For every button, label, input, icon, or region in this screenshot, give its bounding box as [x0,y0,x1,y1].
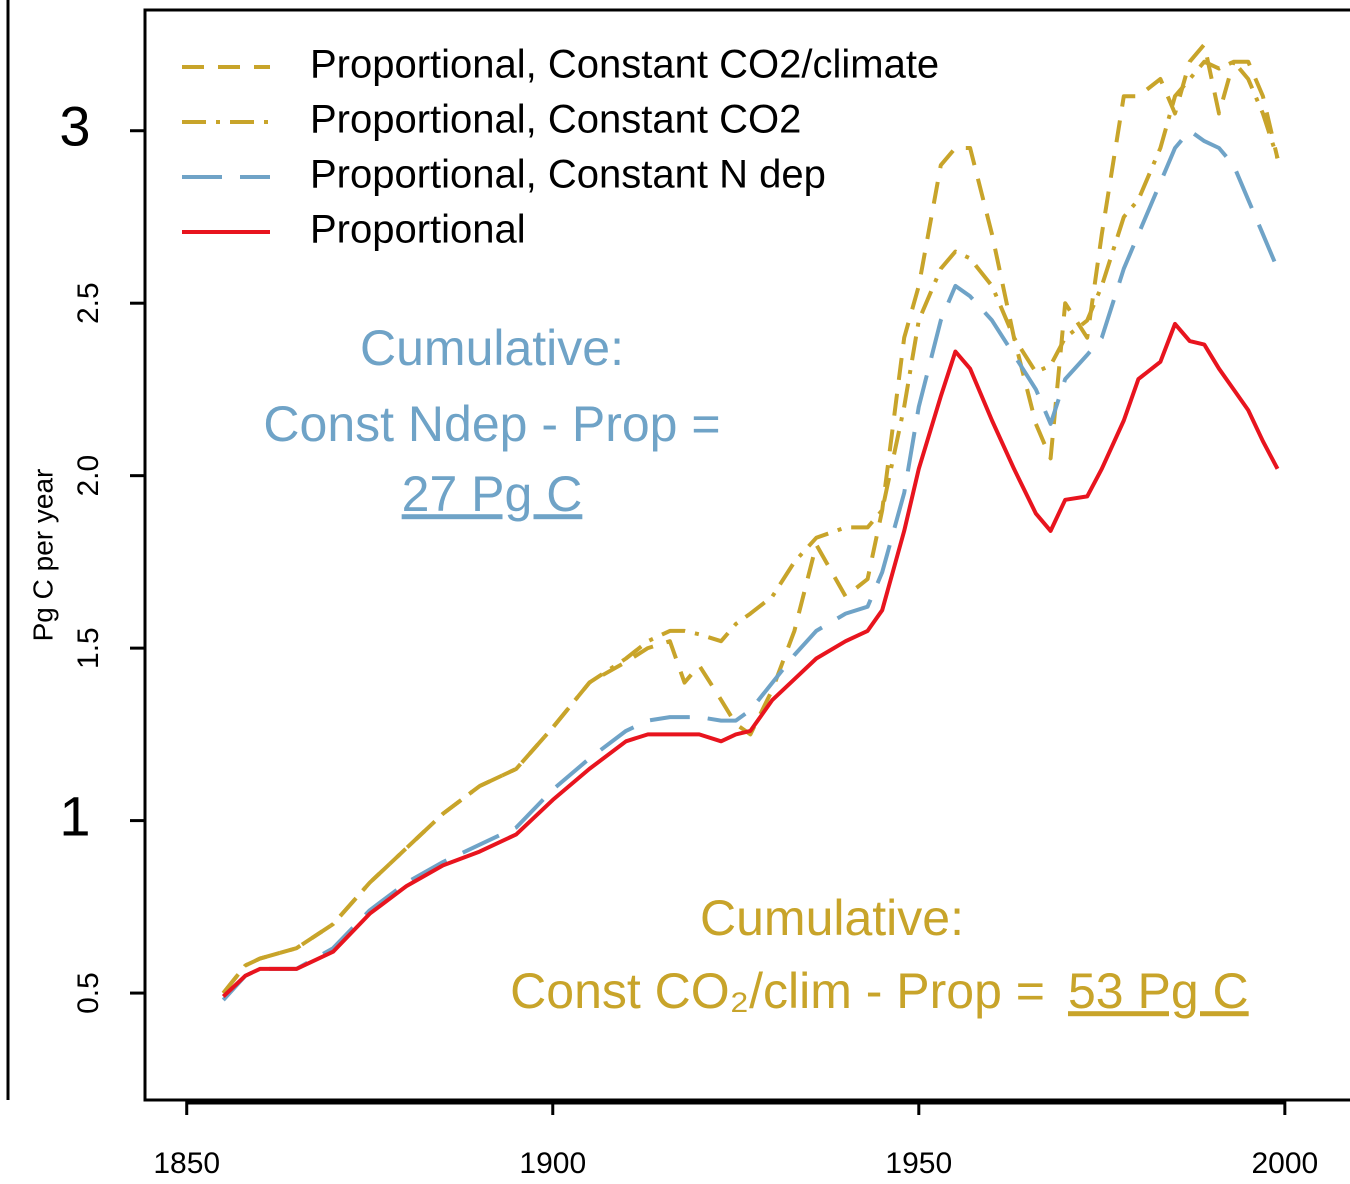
annotation: Const CO₂/clim - Prop = [510,963,1045,1019]
y-tick-label: 0.5 [72,972,105,1014]
series-line [221,59,1280,995]
annotation: Cumulative: [360,320,624,376]
legend-label: Proportional, Constant CO2/climate [310,43,939,87]
y-axis-label: Pg C per year [27,469,58,642]
y-tick-label: 2.5 [72,282,105,324]
legend-label: Proportional, Constant CO2 [310,98,801,142]
legend-label: Proportional [310,208,526,252]
x-tick-label: 1900 [519,1147,586,1180]
y-tick-label: 1.5 [72,627,105,669]
series-line [221,42,1280,995]
annotation: Const Ndep - Prop = [263,396,720,452]
series-line [221,321,1280,998]
y-tick-label: 2.0 [72,455,105,497]
x-tick-label: 1850 [153,1147,220,1180]
annotations: Cumulative: Const Ndep - Prop = 27 Pg C … [263,320,1248,1019]
plot-frame [143,8,1350,1102]
y-tick-label: 3 [59,95,90,158]
series-line [221,128,1280,1002]
annotation: 53 Pg C [1068,963,1249,1019]
annotation: 27 Pg C [402,466,583,522]
y-tick-label: 1 [59,784,90,847]
x-tick-label: 1950 [885,1147,952,1180]
annotation: Cumulative: [700,890,964,946]
legend-label: Proportional, Constant N dep [310,153,826,197]
x-tick-label: 2000 [1251,1147,1318,1180]
